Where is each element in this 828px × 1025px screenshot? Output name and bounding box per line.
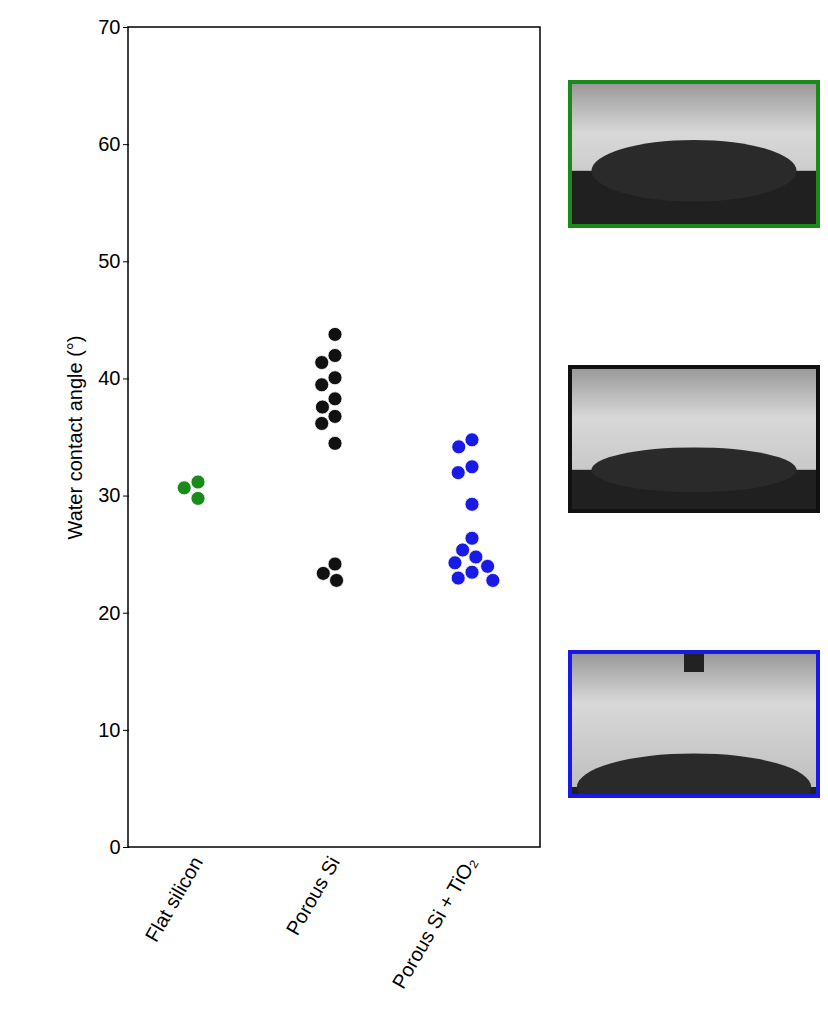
svg-text:70: 70 <box>98 16 120 38</box>
svg-text:10: 10 <box>98 719 120 741</box>
svg-text:30: 30 <box>98 484 120 506</box>
svg-text:0: 0 <box>109 836 120 858</box>
svg-text:60: 60 <box>98 133 120 155</box>
svg-text:40: 40 <box>98 367 120 389</box>
svg-text:Porous Si + TiO₂: Porous Si + TiO₂ <box>388 853 481 993</box>
svg-text:Flat silicon: Flat silicon <box>141 853 207 946</box>
svg-text:Porous Si: Porous Si <box>282 853 344 939</box>
svg-text:50: 50 <box>98 250 120 272</box>
svg-text:Water contact angle (°): Water contact angle (°) <box>64 335 86 539</box>
svg-text:20: 20 <box>98 602 120 624</box>
